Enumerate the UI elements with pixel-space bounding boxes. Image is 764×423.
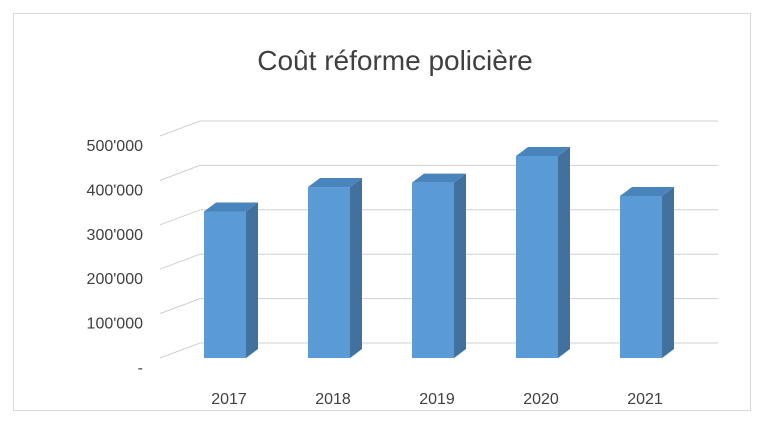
grid-line — [159, 209, 201, 226]
bar-top — [412, 173, 466, 183]
y-tick-label: 400'000 — [87, 182, 144, 199]
grid-line — [159, 298, 201, 315]
bar — [308, 187, 350, 358]
y-tick-label: 100'000 — [87, 316, 144, 333]
grid-line — [159, 120, 201, 137]
x-tick-label: 2018 — [315, 391, 351, 408]
grid-line — [159, 164, 201, 181]
y-tick-label: 500'000 — [87, 138, 144, 155]
bar-side — [558, 146, 570, 358]
bar-top — [516, 146, 570, 156]
bar-top — [620, 186, 674, 196]
bar-side — [350, 178, 362, 358]
y-tick-label: 300'000 — [87, 227, 144, 244]
grid-line — [159, 253, 201, 270]
x-tick-label: 2017 — [211, 391, 247, 408]
y-tick-label: - — [138, 360, 143, 377]
bar — [204, 211, 246, 358]
x-tick-label: 2020 — [523, 391, 559, 408]
bar-top — [204, 202, 258, 212]
bar — [516, 155, 558, 358]
bar-side — [662, 186, 674, 358]
grid-line — [159, 342, 201, 359]
bar-side — [454, 173, 466, 358]
bar-side — [246, 202, 258, 358]
bar — [620, 195, 662, 358]
chart-title: Coût réforme policière — [257, 45, 532, 76]
bar — [412, 182, 454, 358]
y-tick-label: 200'000 — [87, 271, 144, 288]
x-tick-label: 2021 — [627, 391, 663, 408]
x-tick-label: 2019 — [419, 391, 455, 408]
bar-top — [308, 178, 362, 188]
